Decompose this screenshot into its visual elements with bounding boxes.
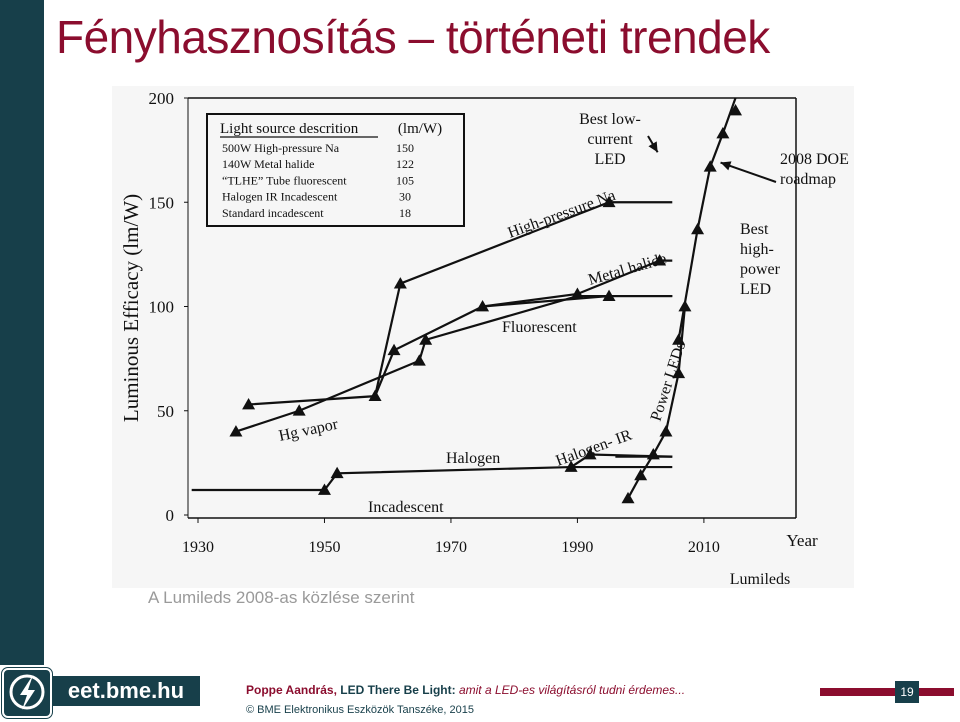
footer-copyright: © BME Elektronikus Eszközök Tanszéke, 20… <box>246 704 475 716</box>
series-marker <box>634 468 648 481</box>
figure-caption: A Lumileds 2008-as közlése szerint <box>148 588 415 607</box>
series-line <box>482 259 673 308</box>
x-tick-label: 1970 <box>435 539 467 556</box>
y-axis-title: Luminous Efficacy (lm/W) <box>119 194 143 422</box>
chart-source: Lumileds <box>730 571 790 588</box>
y-tick-label: 100 <box>149 298 175 317</box>
series-marker <box>564 460 578 472</box>
series-line <box>191 465 673 492</box>
y-tick-label: 0 <box>166 506 175 525</box>
footer-author: Poppe Aandrás, <box>246 683 337 697</box>
legend-table-row-value: 18 <box>399 206 411 220</box>
x-tick-label: 1990 <box>561 539 593 556</box>
chart-figure: 0 50 100 150 200 1930 1950 1970 1990 2010 Luminous… <box>112 86 854 588</box>
series-marker <box>602 195 616 208</box>
series-line <box>373 201 673 397</box>
footer-subtitle: amit a LED-es világításról tudni érdemes… <box>458 683 686 697</box>
footer-divider <box>820 688 954 696</box>
series-marker <box>330 466 344 479</box>
series-marker <box>419 333 433 345</box>
annotation-arrow-doe-roadmap-head <box>720 161 732 171</box>
series-marker <box>672 333 686 345</box>
series-marker <box>691 222 705 235</box>
footer-talk-title: LED There Be Light: <box>340 683 456 697</box>
annotation-doe-roadmap: 2008 DOE <box>780 151 849 168</box>
series-marker <box>659 425 673 437</box>
sidebar-band <box>0 0 44 665</box>
legend-table-row-name: 140W Metal halide <box>222 157 314 171</box>
series-marker <box>583 448 597 460</box>
series-label-best-high-power-led: high- <box>740 241 774 258</box>
x-axis-title: Year <box>786 531 818 550</box>
series-marker <box>412 354 426 366</box>
legend-table-row-name: “TLHE” Tube fluorescent <box>222 173 347 187</box>
series-label: Metal halide <box>586 250 668 289</box>
series-marker <box>646 448 660 460</box>
legend-table-row-name: Standard incadescent <box>222 206 324 220</box>
legend-table-box <box>206 113 465 227</box>
series-label: Power LEDs <box>648 340 690 423</box>
footer-talk-line: Poppe Aandrás, LED There Be Light: amit … <box>246 683 685 697</box>
series-marker <box>729 104 743 116</box>
series-marker <box>570 287 584 299</box>
series-marker <box>229 425 243 437</box>
annotation-best-low-current-led: LED <box>594 151 625 168</box>
y-tick-label: 200 <box>149 89 175 108</box>
series-marker <box>621 491 635 504</box>
y-tick-label: 150 <box>149 193 175 212</box>
legend-table-header-unit: (lm/W) <box>398 121 442 137</box>
annotation-best-low-current-led: current <box>587 131 633 148</box>
page-number: 19 <box>895 681 919 703</box>
footer-brand[interactable]: eet.bme.hu <box>52 676 200 706</box>
x-tick-label: 1930 <box>182 539 214 556</box>
series-label-best-high-power-led: power <box>740 261 781 278</box>
series-line <box>248 294 673 406</box>
annotation-best-low-current-led: Best low- <box>579 111 641 128</box>
legend-table-header-source: Light source descrition <box>220 121 359 137</box>
legend-table-row-name: Halogen IR Incadescent <box>222 190 338 204</box>
legend-table-row-value: 150 <box>396 141 414 155</box>
series-label: Fluorescent <box>502 319 577 336</box>
series-marker <box>242 397 256 410</box>
series-marker <box>393 277 407 289</box>
series-label-best-high-power-led: LED <box>740 281 771 298</box>
series-label-best-high-power-led: Best <box>740 221 769 238</box>
series-label: Hg vapor <box>277 416 340 445</box>
efficacy-chart: 0 50 100 150 200 1930 1950 1970 1990 2010 Luminous… <box>119 89 849 588</box>
series-line <box>235 294 673 433</box>
annotation-doe-roadmap: roadmap <box>780 171 836 188</box>
series-marker <box>672 366 686 379</box>
series-marker <box>716 126 730 139</box>
annotation-arrow-low-current-head <box>648 141 658 153</box>
series-marker <box>292 404 306 416</box>
x-tick-label: 2010 <box>688 539 720 556</box>
series-marker <box>387 343 401 356</box>
series-label: Halogen <box>446 450 500 467</box>
series-label: High-pressure Na <box>506 187 618 242</box>
x-tick-label: 1950 <box>308 539 340 556</box>
series-marker <box>602 289 616 301</box>
series-marker <box>317 483 331 495</box>
series-label: Incadescent <box>368 499 444 516</box>
bme-logo[interactable] <box>2 668 52 718</box>
y-tick-label: 50 <box>157 402 174 421</box>
legend-table-row-value: 122 <box>396 157 414 171</box>
series-label: Halogen- IR <box>554 426 635 469</box>
lightning-bulb-icon <box>9 674 45 710</box>
slide-title: Fényhasznosítás – történeti trendek <box>56 11 770 63</box>
series-marker <box>703 160 717 172</box>
series-marker <box>653 254 667 266</box>
legend-table-row-value: 105 <box>396 173 414 187</box>
legend-table-row-name: 500W High-pressure Na <box>222 141 340 155</box>
legend-table-row-value: 30 <box>399 190 411 204</box>
